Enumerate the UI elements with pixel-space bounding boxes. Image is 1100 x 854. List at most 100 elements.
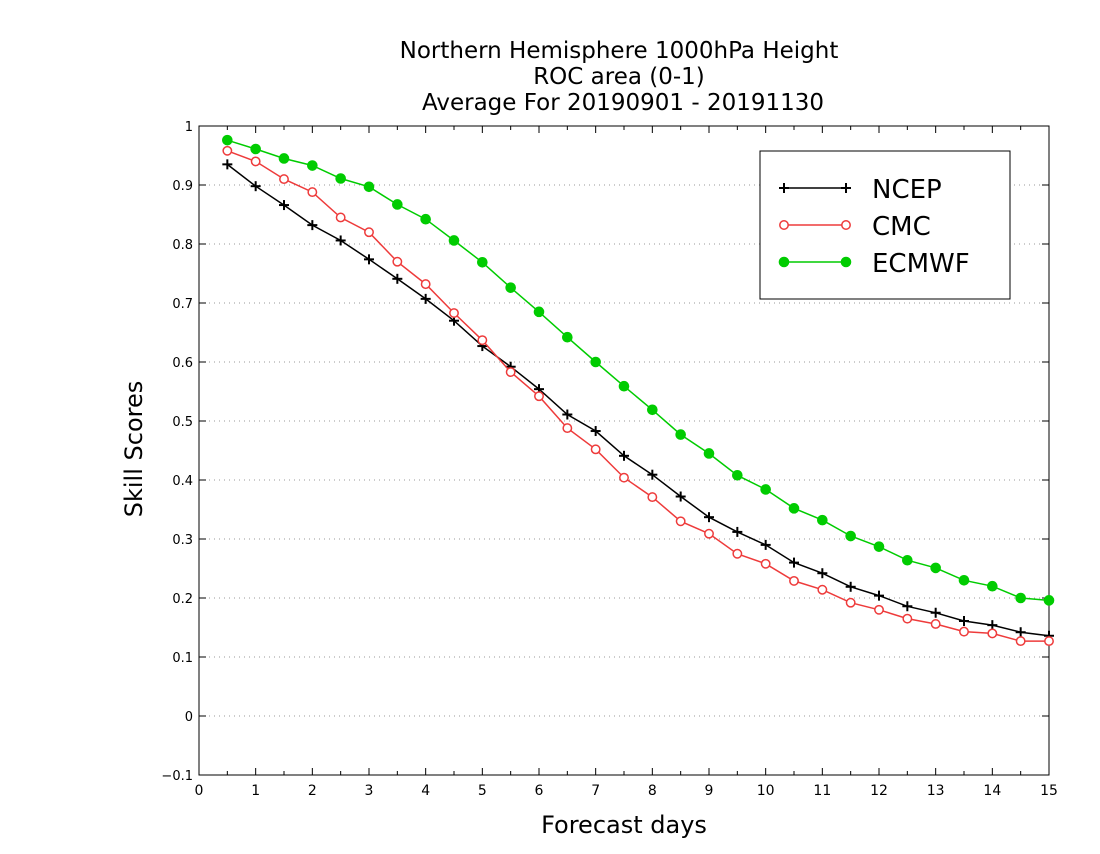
x-tick-label: 10 <box>757 783 775 799</box>
data-point-ecmwf <box>533 306 545 318</box>
data-point-cmc <box>335 212 346 223</box>
data-point-cmc <box>987 628 998 639</box>
data-point-cmc <box>534 391 544 402</box>
data-point-ecmwf <box>477 256 488 268</box>
data-point-ncep <box>732 526 743 537</box>
legend-label-ecmwf: ECMWF <box>872 249 970 279</box>
series-line-ncep <box>226 163 1050 637</box>
x-tick-label: 4 <box>421 783 430 799</box>
data-point-ecmwf <box>732 469 743 481</box>
data-point-ncep <box>364 254 374 265</box>
y-tick-label: 0.7 <box>172 297 193 312</box>
x-tick-label: 2 <box>308 783 317 799</box>
data-point-ncep <box>874 590 884 601</box>
data-point-ecmwf <box>788 503 800 514</box>
data-point-cmc <box>704 528 714 539</box>
data-point-ncep <box>930 607 941 618</box>
x-tick-label: 3 <box>365 783 374 799</box>
data-point-ecmwf <box>618 380 630 392</box>
data-point-ncep <box>619 450 629 461</box>
data-point-cmc <box>789 575 799 586</box>
data-point-ecmwf <box>562 331 573 343</box>
data-point-cmc <box>845 597 856 608</box>
data-point-ecmwf <box>250 143 261 155</box>
series-cmc <box>222 145 1054 647</box>
data-point-ecmwf <box>845 530 856 542</box>
data-point-cmc <box>930 619 941 629</box>
data-point-cmc <box>959 626 969 637</box>
data-point-ecmwf <box>1015 592 1026 604</box>
data-point-ncep <box>279 200 289 211</box>
data-point-ncep <box>420 293 431 304</box>
data-point-cmc <box>619 472 629 483</box>
x-tick-label: 1 <box>251 783 260 799</box>
data-point-cmc <box>250 156 261 167</box>
y-axis-label: Skill Scores <box>120 381 148 518</box>
x-axis-label: Forecast days <box>541 811 707 839</box>
data-point-ecmwf <box>222 134 233 146</box>
chart-title: Northern Hemisphere 1000hPa Height ROC a… <box>400 38 839 116</box>
data-point-ncep <box>789 557 799 568</box>
y-tick-label: 0.8 <box>172 238 193 253</box>
data-point-ecmwf <box>278 153 290 164</box>
data-point-ncep <box>392 273 403 284</box>
data-point-ecmwf <box>590 356 601 368</box>
legend-entry-ecmwf: ECMWF <box>778 249 970 279</box>
data-point-ncep <box>817 568 828 579</box>
data-point-ecmwf <box>675 429 686 440</box>
legend-marker-cmc <box>841 220 851 230</box>
data-point-ncep <box>675 491 686 502</box>
data-point-ncep <box>760 539 771 550</box>
legend-marker-ncep <box>841 183 851 193</box>
data-point-ncep <box>250 181 261 192</box>
data-point-cmc <box>647 492 658 503</box>
legend-marker-ecmwf <box>778 256 790 268</box>
x-tick-label: 6 <box>535 783 544 799</box>
data-point-ecmwf <box>760 484 771 495</box>
data-point-cmc <box>505 367 516 377</box>
data-point-ecmwf <box>363 181 375 193</box>
chart-title-line-1: Northern Hemisphere 1000hPa Height <box>400 38 839 64</box>
data-point-cmc <box>590 444 601 455</box>
data-point-cmc <box>392 256 403 267</box>
legend: NCEP CMC ECMWF <box>759 150 1011 300</box>
x-tick-label: 8 <box>648 783 657 799</box>
data-point-ecmwf <box>902 554 913 566</box>
legend-marker-cmc <box>779 220 789 230</box>
data-point-cmc <box>222 145 233 156</box>
data-point-ecmwf <box>448 235 460 246</box>
data-point-cmc <box>675 516 686 527</box>
data-point-ncep <box>562 409 573 420</box>
data-point-ecmwf <box>307 160 318 171</box>
data-point-ncep <box>1015 627 1026 638</box>
legend-marker-ecmwf <box>840 256 852 268</box>
data-point-cmc <box>307 187 318 198</box>
chart-title-line-2: ROC area (0-1) <box>533 64 705 90</box>
legend-entry-cmc: CMC <box>779 212 931 242</box>
y-tick-label: 0.5 <box>172 415 193 430</box>
y-tick-label: −0.1 <box>161 769 193 784</box>
legend-marker-ncep <box>779 183 789 193</box>
y-tick-label: 0.9 <box>172 179 193 194</box>
data-point-cmc <box>817 584 828 595</box>
x-tick-label: 13 <box>927 783 945 799</box>
data-point-ncep <box>647 469 658 480</box>
data-point-cmc <box>874 604 884 615</box>
y-tick-label: 0.3 <box>172 533 193 548</box>
data-point-cmc <box>420 279 431 290</box>
data-point-ecmwf <box>703 448 715 459</box>
legend-label-cmc: CMC <box>872 212 931 242</box>
y-tick-label: 0.4 <box>172 474 193 489</box>
legend-entry-ncep: NCEP <box>779 175 942 205</box>
x-tick-label: 9 <box>705 783 714 799</box>
series-ecmwf <box>222 134 1055 606</box>
data-point-ncep <box>307 220 318 231</box>
data-point-ncep <box>590 426 601 437</box>
y-tick-label: 0.6 <box>172 356 193 371</box>
data-point-ecmwf <box>1043 595 1055 606</box>
x-tick-label: 12 <box>870 783 888 799</box>
data-point-cmc <box>732 548 743 559</box>
data-point-ecmwf <box>817 514 828 526</box>
data-series <box>222 134 1055 647</box>
